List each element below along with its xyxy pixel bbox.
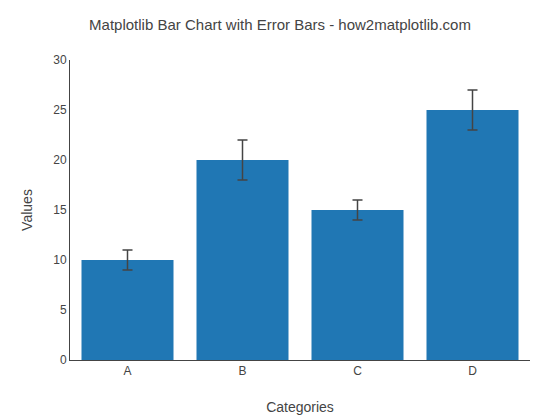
svg-text:20: 20 [53,153,67,167]
svg-text:Values: Values [19,189,35,231]
svg-text:C: C [353,364,362,378]
svg-text:25: 25 [53,103,67,117]
svg-text:30: 30 [53,53,67,67]
svg-text:Categories: Categories [266,399,334,415]
svg-text:0: 0 [60,353,67,367]
svg-text:5: 5 [60,303,67,317]
svg-text:B: B [238,364,246,378]
svg-text:Matplotlib Bar Chart with Erro: Matplotlib Bar Chart with Error Bars - h… [89,16,471,33]
svg-text:D: D [468,364,477,378]
svg-text:10: 10 [53,253,67,267]
svg-text:15: 15 [53,203,67,217]
svg-text:A: A [123,364,131,378]
